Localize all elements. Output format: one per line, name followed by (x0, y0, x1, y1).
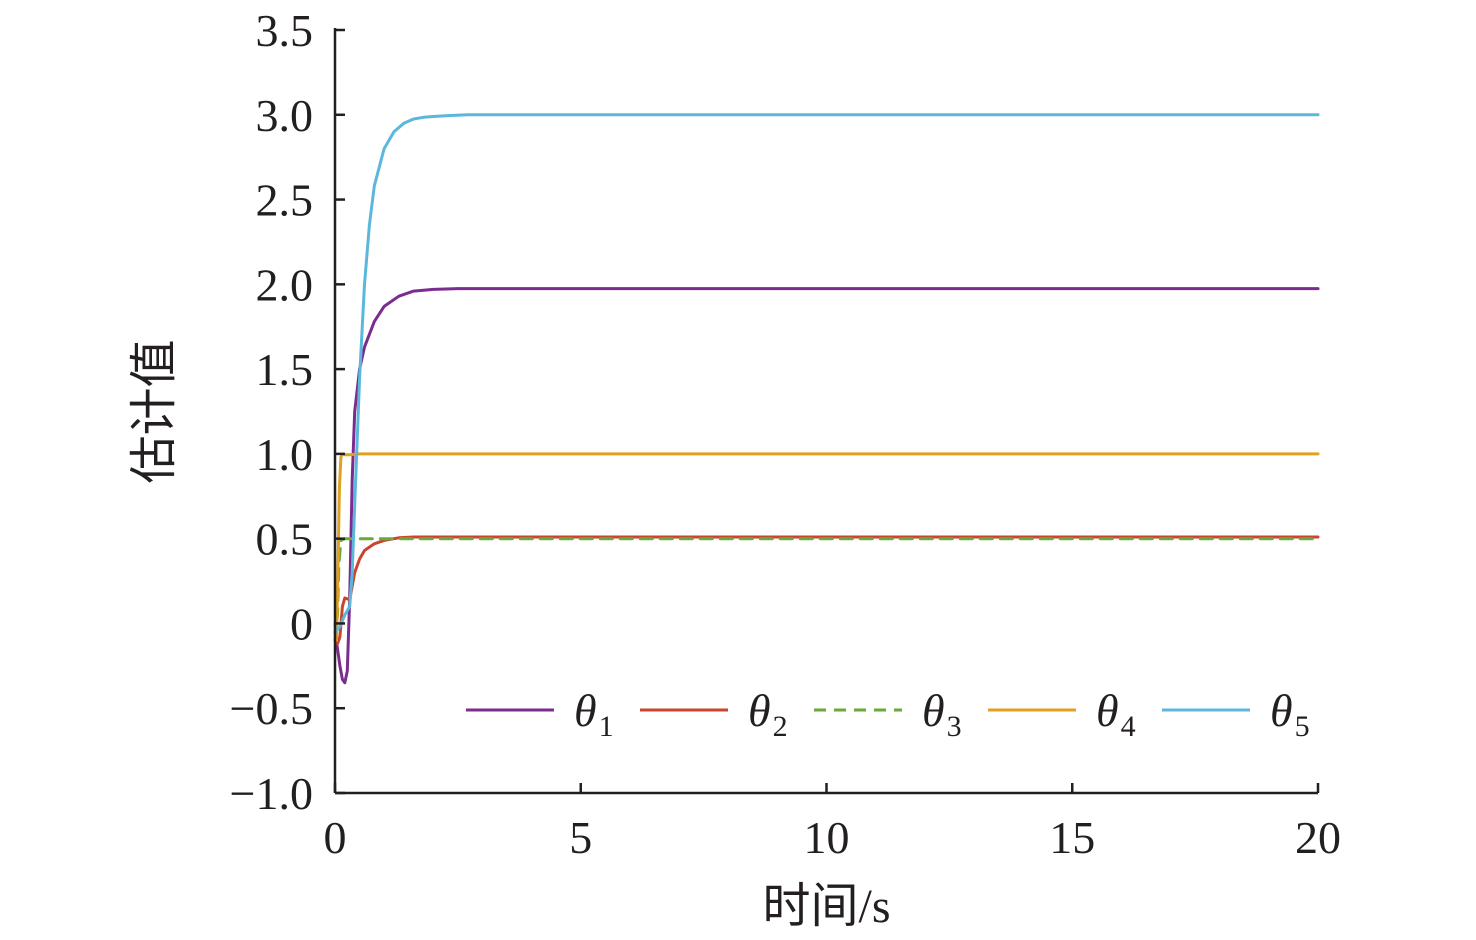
y-tick-label: 0.5 (256, 514, 314, 565)
y-tick-label: 3.5 (256, 5, 314, 56)
y-tick-label: 0 (290, 598, 313, 649)
legend-label-theta4: θ4 (1096, 685, 1136, 743)
series-line-theta1 (333, 287, 1320, 685)
legend-label-theta3: θ3 (922, 685, 962, 743)
series-layer (333, 113, 1320, 685)
series-line-theta3 (333, 537, 1320, 642)
y-tick-label: 1.0 (256, 429, 314, 480)
legend-label-theta5: θ5 (1270, 685, 1310, 743)
axes (333, 28, 1318, 795)
y-tick-label: −0.5 (230, 683, 313, 734)
x-tick-label: 5 (569, 812, 592, 863)
legend-label-theta2: θ2 (748, 685, 788, 743)
series-line-theta4 (333, 452, 1320, 642)
x-axis-title: 时间/s (762, 880, 890, 933)
legend-label-theta1: θ1 (574, 685, 614, 743)
x-tick-label: 10 (804, 812, 850, 863)
y-tick-label: 1.5 (256, 344, 314, 395)
x-ticks: 0 5 10 15 20 (324, 783, 1341, 863)
y-axis-title: 估计值 (128, 339, 181, 483)
series-line-theta5 (333, 113, 1320, 634)
y-tick-label: 2.5 (256, 175, 314, 226)
x-tick-label: 20 (1295, 812, 1341, 863)
y-ticks: −1.0 −0.5 0 0.5 1.0 1.5 2.0 2.5 3.0 3.5 (230, 5, 345, 819)
legend: θ1 θ2 θ3 θ4 θ5 (466, 685, 1310, 743)
series-line-theta2 (333, 535, 1320, 646)
y-tick-label: 2.0 (256, 259, 314, 310)
x-tick-label: 15 (1049, 812, 1095, 863)
x-tick-label: 0 (324, 812, 347, 863)
y-tick-label: 3.0 (256, 90, 314, 141)
y-tick-label: −1.0 (230, 768, 313, 819)
